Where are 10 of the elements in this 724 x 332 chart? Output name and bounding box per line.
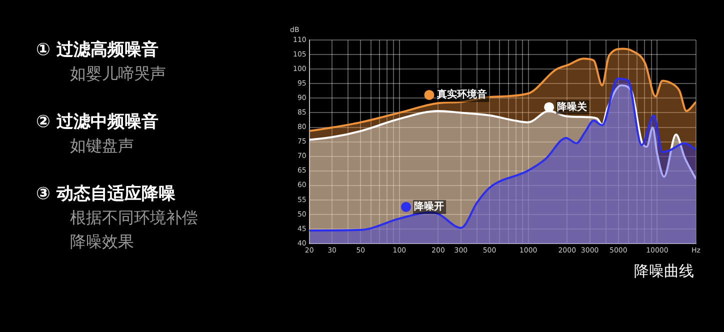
text: 降噪曲线 bbox=[634, 262, 694, 281]
legend-label: 真实环境音 bbox=[436, 88, 488, 101]
legend-label: 降噪关 bbox=[557, 100, 588, 113]
text: ① 过滤高频噪音 bbox=[36, 39, 160, 62]
text: 根据不同环境补偿降噪效果 bbox=[69, 207, 199, 253]
text: ② 过滤中频噪音 bbox=[36, 111, 160, 134]
text: 如键盘声 bbox=[69, 135, 135, 157]
text: 如婴儿啼哭声 bbox=[69, 63, 167, 85]
legend-label: 降噪开 bbox=[414, 200, 444, 213]
text: ③ 动态自适应降噪 bbox=[36, 183, 176, 206]
